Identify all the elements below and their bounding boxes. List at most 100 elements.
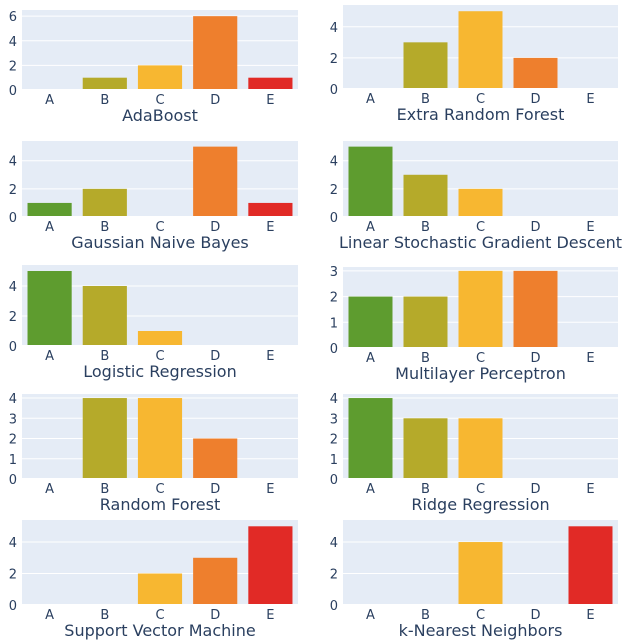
x-tick-label: B bbox=[100, 220, 109, 235]
y-tick-label: 2 bbox=[330, 183, 338, 198]
panel-title: Random Forest bbox=[100, 495, 220, 514]
x-tick-label: E bbox=[266, 93, 274, 108]
panel-title: Gaussian Naive Bayes bbox=[71, 233, 249, 252]
x-tick-label: E bbox=[266, 608, 274, 623]
x-tick-label: C bbox=[476, 608, 485, 623]
x-tick-label: B bbox=[100, 93, 109, 108]
y-tick-label: 4 bbox=[9, 35, 17, 50]
panel-title: Linear Stochastic Gradient Descent bbox=[339, 233, 622, 252]
y-tick-label: 0 bbox=[330, 342, 338, 357]
bar-B bbox=[403, 296, 448, 348]
panel-title: AdaBoost bbox=[122, 106, 198, 125]
chart-panel-1: 0 2 4 A B C D E Extra Random Forest bbox=[330, 5, 618, 124]
y-tick-label: 0 bbox=[330, 473, 338, 488]
bar-B bbox=[82, 286, 127, 346]
x-tick-label: A bbox=[366, 220, 375, 235]
x-tick-label: D bbox=[530, 92, 540, 107]
panel-title: k-Nearest Neighbors bbox=[399, 621, 563, 640]
bar-E bbox=[248, 77, 293, 90]
panel-title: Extra Random Forest bbox=[397, 105, 565, 124]
bar-D bbox=[193, 146, 238, 217]
chart-panel-8: 0 2 4 A B C D E Support Vector Machine bbox=[9, 520, 298, 640]
x-tick-label: D bbox=[210, 608, 220, 623]
bar-A bbox=[348, 398, 393, 479]
y-tick-label: 2 bbox=[9, 310, 17, 325]
y-tick-label: 4 bbox=[9, 280, 17, 295]
x-tick-label: E bbox=[266, 349, 274, 364]
bar-D bbox=[193, 557, 238, 605]
y-tick-label: 1 bbox=[9, 453, 17, 468]
x-tick-label: A bbox=[45, 482, 54, 497]
x-tick-label: C bbox=[155, 220, 164, 235]
bar-E bbox=[568, 526, 613, 605]
x-tick-label: B bbox=[421, 608, 430, 623]
y-tick-label: 4 bbox=[9, 536, 17, 551]
x-tick-label: C bbox=[155, 482, 164, 497]
bar-C bbox=[458, 542, 503, 605]
x-tick-label: A bbox=[366, 351, 375, 366]
x-tick-label: E bbox=[586, 92, 594, 107]
bar-C bbox=[137, 573, 183, 605]
bar-C bbox=[458, 188, 503, 217]
bar-B bbox=[403, 42, 448, 89]
bar-A bbox=[27, 271, 72, 346]
x-tick-label: C bbox=[155, 608, 164, 623]
y-tick-label: 1 bbox=[330, 316, 338, 331]
x-tick-label: A bbox=[45, 93, 54, 108]
y-tick-label: 0 bbox=[9, 340, 17, 355]
y-tick-label: 2 bbox=[330, 568, 338, 583]
x-tick-label: B bbox=[421, 351, 430, 366]
chart-panel-9: 0 2 4 A B C D Ek-Nearest Neighbors bbox=[330, 520, 618, 640]
y-tick-label: 2 bbox=[9, 433, 17, 448]
x-tick-label: E bbox=[586, 220, 594, 235]
bar-C bbox=[137, 398, 183, 479]
chart-panel-4: 0 2 4 A B C D E Logistic Regression bbox=[9, 265, 298, 381]
bar-B bbox=[403, 174, 448, 217]
y-tick-label: 3 bbox=[9, 412, 17, 427]
x-tick-label: D bbox=[530, 220, 540, 235]
chart-panel-5: 0 1 2 3 A B C D E Multilayer Perceptron bbox=[330, 265, 618, 383]
y-tick-label: 2 bbox=[9, 183, 17, 198]
x-tick-label: E bbox=[266, 220, 274, 235]
y-tick-label: 0 bbox=[9, 84, 17, 99]
x-tick-label: D bbox=[530, 608, 540, 623]
y-tick-label: 1 bbox=[330, 453, 338, 468]
bar-A bbox=[348, 296, 393, 348]
x-tick-label: D bbox=[210, 482, 220, 497]
x-tick-label: B bbox=[421, 92, 430, 107]
bar-E bbox=[248, 202, 293, 217]
x-tick-label: B bbox=[100, 608, 109, 623]
panel-title: Support Vector Machine bbox=[64, 621, 255, 640]
y-tick-label: 4 bbox=[9, 155, 17, 170]
x-tick-label: C bbox=[476, 482, 485, 497]
x-tick-label: C bbox=[155, 93, 164, 108]
x-tick-label: C bbox=[155, 349, 164, 364]
y-tick-label: 2 bbox=[9, 59, 17, 74]
bar-C bbox=[458, 418, 503, 479]
bar-D bbox=[193, 438, 238, 479]
panel-title: Logistic Regression bbox=[83, 362, 236, 381]
x-tick-label: E bbox=[266, 482, 274, 497]
x-tick-label: A bbox=[366, 92, 375, 107]
chart-panel-6: 0 1 2 3 4 A B C D E Random Forest bbox=[9, 392, 298, 514]
bar-B bbox=[82, 77, 127, 90]
y-tick-label: 2 bbox=[330, 433, 338, 448]
bar-A bbox=[27, 202, 72, 217]
bar-C bbox=[458, 11, 503, 90]
y-tick-label: 0 bbox=[9, 599, 17, 614]
y-tick-label: 2 bbox=[330, 291, 338, 306]
bar-C bbox=[137, 65, 183, 90]
y-tick-label: 0 bbox=[330, 211, 338, 226]
x-tick-label: C bbox=[476, 92, 485, 107]
x-tick-label: D bbox=[210, 349, 220, 364]
x-tick-label: A bbox=[45, 349, 54, 364]
y-tick-label: 4 bbox=[330, 392, 338, 407]
x-tick-label: A bbox=[45, 220, 54, 235]
bar-A bbox=[348, 146, 393, 217]
y-tick-label: 2 bbox=[9, 568, 17, 583]
bar-B bbox=[82, 398, 127, 479]
chart-panel-0: 0 2 4 6 A B C D E AdaBoost bbox=[9, 10, 298, 125]
bar-C bbox=[137, 331, 183, 346]
